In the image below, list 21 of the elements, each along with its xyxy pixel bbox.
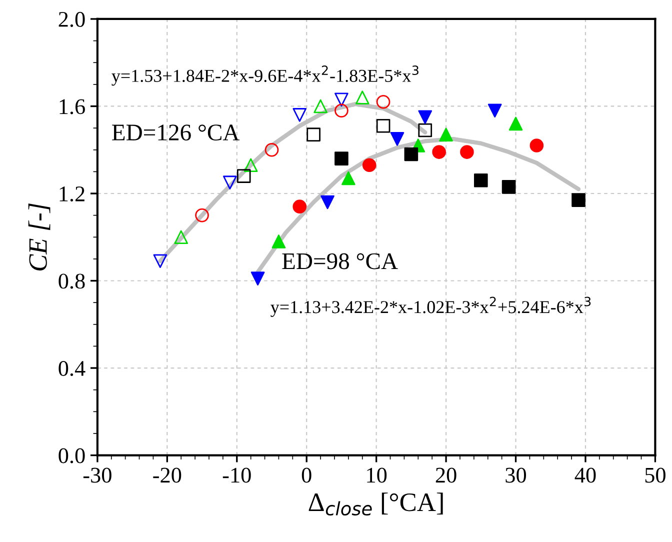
y-tick-label: 1.6: [60, 99, 85, 114]
annotation: y=1.53+1.84E-2*x-9.6E-4*x$^{2}$-1.83E-5*x$^{3}$: [112, 65, 418, 86]
x-tick-label: 30: [506, 468, 526, 483]
x-axis-title: Δ$_{close}$ [°CA]: [308, 492, 443, 516]
y-axis-title: CE [-]: [28, 203, 50, 270]
x-tick-label: -30: [83, 468, 112, 483]
x-tick-label: 50: [645, 468, 666, 483]
y-tick-label: 0.4: [58, 360, 86, 376]
x-tick-label: -10: [222, 468, 251, 483]
y-tick-label: 1.2: [60, 186, 84, 202]
y-tick-label: 0.0: [58, 448, 85, 464]
x-tick-label: 40: [574, 468, 596, 483]
annotation: ED=98 °CA: [282, 253, 398, 270]
y-tick-label: 0.8: [58, 274, 85, 289]
x-tick-label: -20: [153, 468, 182, 483]
x-tick-label: 20: [436, 468, 456, 483]
x-tick-label: 0: [302, 468, 312, 483]
annotation: ED=126 °CA: [112, 124, 240, 140]
annotation: y=1.13+3.42E-2*x-1.02E-3*x$^{2}$+5.24E-6*x$^{3}$: [270, 296, 591, 317]
x-tick-label: 10: [367, 468, 387, 483]
y-tick-label: 2.0: [58, 12, 85, 27]
